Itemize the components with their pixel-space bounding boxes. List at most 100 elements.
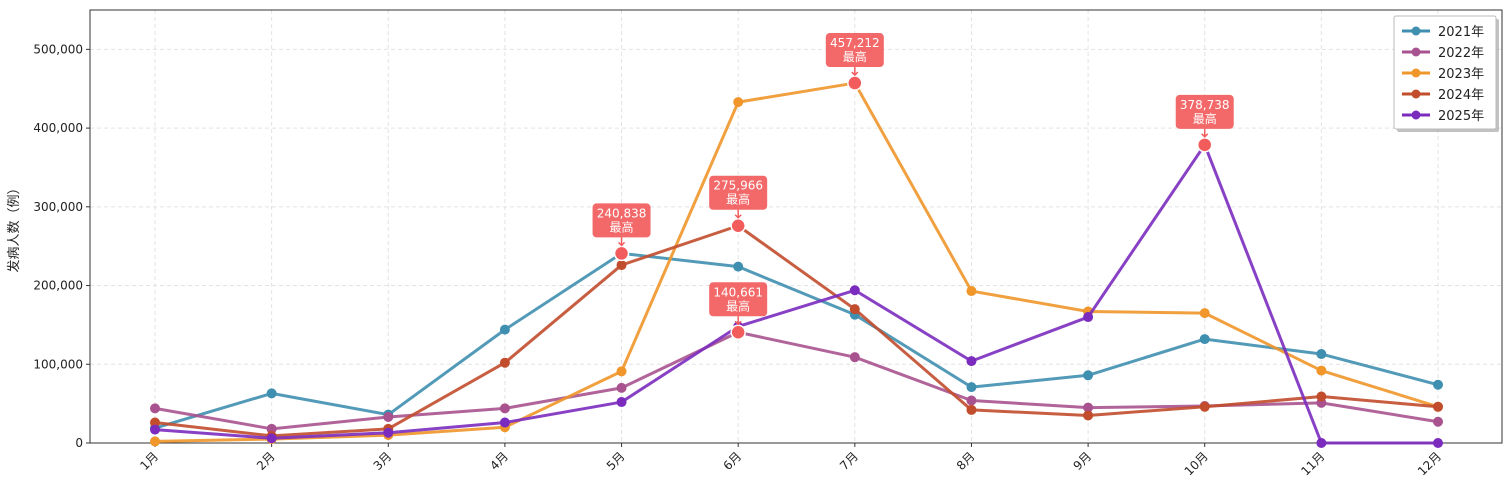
legend-entry-label: 2021年 [1438, 25, 1484, 40]
annotation-box [825, 33, 884, 68]
data-point [616, 366, 627, 377]
data-point [1433, 416, 1443, 427]
peak-marker [730, 217, 746, 234]
data-point [1083, 410, 1094, 421]
legend: 2021年 2022年 2023年 2024年 2025年 [1393, 15, 1499, 132]
data-point [1199, 401, 1210, 412]
annotation-label: 最高 [843, 49, 867, 64]
annotation-value: 140,661 [713, 285, 763, 299]
data-point [150, 436, 160, 447]
annotation-arrowhead [618, 241, 626, 247]
x-tick-label: 1月 [137, 449, 161, 473]
data-point [616, 382, 627, 393]
x-tick-label: 10月 [1182, 449, 1211, 478]
series-line [153, 224, 1440, 438]
series-line [153, 330, 1440, 431]
data-point [499, 324, 510, 335]
x-tick-label: 4月 [487, 449, 511, 473]
annotation-value: 378,738 [1180, 98, 1230, 112]
legend-swatch-marker [1411, 110, 1421, 120]
axes: 0 100,000 200,000 300,000 400,000 500,000 1月 2月… [33, 9, 1503, 478]
legend-swatch-marker [1411, 47, 1421, 57]
data-point [1316, 438, 1327, 448]
legend-swatch-marker [1411, 89, 1421, 99]
legend-entry-label: 2023年 [1438, 67, 1484, 82]
annotations-group: 240,838最高140,661最高457,212最高275,966最高378,… [592, 33, 1234, 341]
annotation-arrowhead [851, 71, 859, 77]
data-point [266, 433, 277, 444]
data-point [1433, 379, 1443, 390]
series-3 [150, 78, 1443, 447]
annotation-box [709, 175, 768, 210]
data-point [1199, 334, 1210, 345]
legend-swatch-marker [1411, 26, 1421, 36]
series-group [150, 78, 1443, 448]
data-point [1433, 438, 1443, 448]
data-point [383, 427, 394, 438]
data-point [849, 304, 860, 315]
data-point [966, 356, 977, 367]
data-point [499, 357, 510, 368]
data-point [266, 388, 277, 399]
data-point [966, 382, 977, 393]
x-tick-label: 12月 [1415, 449, 1444, 478]
data-point [616, 260, 627, 271]
y-tick-label: 0 [75, 436, 83, 450]
plot-frame [89, 9, 1503, 444]
annotation-label: 最高 [610, 219, 634, 234]
legend-box [1393, 15, 1497, 130]
data-point [499, 403, 510, 414]
series-line [153, 81, 1440, 443]
x-tick-label: 11月 [1298, 449, 1327, 478]
x-tick-label: 7月 [837, 449, 861, 473]
data-point [733, 97, 744, 108]
y-tick-label: 400,000 [33, 121, 83, 135]
legend-entry-label: 2022年 [1438, 46, 1484, 61]
series-line [153, 143, 1440, 445]
annotation-box [1175, 94, 1234, 129]
legend-entry-label: 2025年 [1438, 109, 1484, 124]
x-tick-label: 3月 [371, 449, 395, 473]
data-point [966, 395, 977, 406]
peak-marker [730, 324, 746, 341]
data-point [499, 417, 510, 428]
annotation-box [592, 203, 651, 238]
annotation-arrowhead [734, 214, 742, 219]
grid [90, 10, 1502, 444]
data-point [150, 403, 160, 414]
y-tick-label: 200,000 [33, 279, 83, 293]
annotation-arrowhead [1201, 133, 1209, 138]
x-tick-label: 9月 [1070, 449, 1094, 473]
annotation-label: 最高 [726, 298, 750, 313]
data-point [1083, 370, 1094, 381]
data-point [1316, 349, 1327, 360]
data-point [616, 397, 627, 408]
x-tick-label: 6月 [721, 449, 745, 473]
peak-marker [847, 75, 863, 91]
series-line [153, 251, 1440, 430]
data-point [733, 261, 744, 272]
annotation-label: 最高 [726, 192, 750, 207]
data-point [1316, 365, 1327, 376]
peak-marker [613, 245, 630, 262]
data-point [383, 412, 394, 423]
annotation-arrowhead [734, 320, 742, 326]
y-axis-label: 发病人数（例） [6, 181, 22, 272]
data-point [966, 404, 977, 415]
data-point [849, 352, 860, 363]
x-tick-label: 2月 [254, 449, 278, 473]
peak-marker [1196, 137, 1213, 153]
annotation-label: 最高 [1193, 111, 1217, 126]
x-tick-label: 5月 [604, 449, 628, 473]
y-tick-label: 100,000 [33, 357, 83, 371]
annotation-value: 275,966 [713, 179, 763, 193]
y-tick-label: 300,000 [33, 200, 83, 214]
data-point [1316, 391, 1327, 402]
data-point [966, 286, 977, 297]
data-point [1199, 308, 1210, 319]
